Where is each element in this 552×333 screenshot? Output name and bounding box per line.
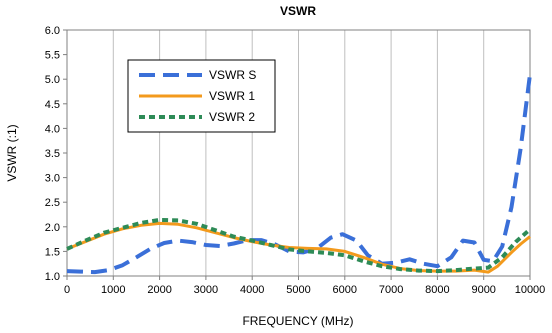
x-tick-label: 7000 <box>379 284 403 296</box>
series-line-3 <box>66 217 532 274</box>
x-axis-title: FREQUENCY (MHz) <box>242 314 353 328</box>
y-axis-title: VSWR (:1) <box>5 124 19 181</box>
series-line-2 <box>66 221 531 274</box>
x-tick-label: 9000 <box>471 284 495 296</box>
y-tick-label: 6.0 <box>45 25 60 37</box>
y-tick-label: 2.5 <box>45 197 60 209</box>
y-tick-label: 1.0 <box>45 271 60 283</box>
y-tick-label: 5.0 <box>45 74 60 86</box>
y-tick-label: 4.0 <box>45 123 60 135</box>
x-tick-label: 2000 <box>147 284 171 296</box>
x-tick-labels: 0 1000 2000 3000 4000 5000 6000 7000 8000 9000 100… <box>64 276 545 296</box>
legend: VSWR S VSWR 1 VSWR 2 <box>127 59 276 133</box>
y-tick-label: 3.5 <box>45 148 60 160</box>
x-tick-label: 5000 <box>286 284 310 296</box>
legend-label-2: VSWR 1 <box>209 89 255 103</box>
x-tick-label: 6000 <box>333 284 357 296</box>
legend-entries: VSWR S VSWR 1 VSWR 2 <box>139 68 256 124</box>
x-tick-label: 8000 <box>425 284 449 296</box>
x-tick-label: 3000 <box>194 284 218 296</box>
series-layer <box>66 74 532 275</box>
legend-label-1: VSWR S <box>209 68 256 82</box>
x-tick-label: 0 <box>64 284 70 296</box>
x-tick-label: 4000 <box>240 284 264 296</box>
chart-title: VSWR <box>280 4 316 18</box>
y-tick-label: 1.5 <box>45 246 60 258</box>
y-tick-label: 4.5 <box>45 99 60 111</box>
x-tick-label: 1000 <box>101 284 125 296</box>
y-tick-label: 2.0 <box>45 222 60 234</box>
y-tick-label: 3.0 <box>45 173 60 185</box>
x-tick-label: 10000 <box>515 284 546 296</box>
legend-label-3: VSWR 2 <box>209 110 255 124</box>
y-tick-labels: 1.0 1.5 2.0 2.5 3.0 3.5 4.0 4.5 5.0 5.5 6.0 <box>45 25 67 283</box>
series-line-1 <box>66 74 532 275</box>
y-tick-label: 5.5 <box>45 50 60 62</box>
